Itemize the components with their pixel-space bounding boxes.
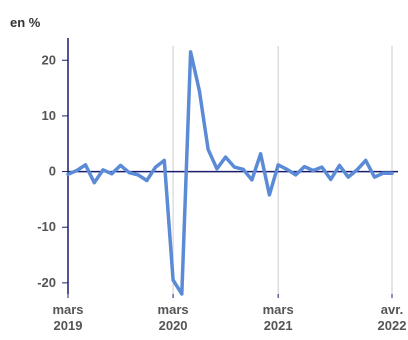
- data-point: [66, 172, 70, 176]
- x-tick-label: 2020: [159, 318, 188, 333]
- data-point: [276, 163, 280, 167]
- data-point: [197, 89, 201, 93]
- data-point: [145, 179, 149, 182]
- y-tick-labels: 20 10 0 -10 -20: [37, 52, 56, 290]
- axes: [62, 38, 398, 298]
- x-tick-label: 2022: [378, 318, 407, 333]
- data-point: [101, 168, 105, 172]
- data-point: [171, 278, 175, 282]
- data-point: [92, 181, 96, 185]
- x-tick-label: mars: [263, 302, 294, 317]
- x-tick-label: mars: [52, 302, 83, 317]
- series-group: [66, 50, 394, 296]
- data-point: [320, 165, 324, 169]
- data-point: [75, 169, 79, 172]
- data-point: [154, 165, 158, 169]
- x-tick-label: 2021: [264, 318, 293, 333]
- x-tick-label: 2019: [54, 318, 83, 333]
- data-point: [381, 171, 385, 175]
- y-tick-label: 10: [42, 108, 56, 123]
- unit-label: en %: [10, 15, 41, 30]
- data-point: [311, 169, 315, 172]
- data-point: [267, 193, 271, 197]
- data-point: [250, 178, 254, 182]
- data-point: [110, 172, 114, 176]
- data-point: [373, 175, 376, 179]
- data-point: [364, 158, 368, 162]
- data-point: [390, 171, 394, 175]
- y-tick-label: 0: [49, 164, 56, 179]
- data-point: [285, 167, 289, 171]
- data-point: [259, 152, 263, 156]
- data-point: [206, 147, 210, 151]
- data-point: [329, 177, 333, 181]
- data-point: [189, 50, 193, 54]
- y-tick-label: 20: [42, 52, 56, 67]
- data-point: [346, 175, 350, 179]
- y-tick-label: -10: [37, 219, 56, 234]
- data-point: [162, 158, 166, 162]
- data-point: [180, 292, 184, 296]
- x-tick-label: avr.: [381, 302, 403, 317]
- data-point: [294, 173, 298, 177]
- series-line: [66, 50, 394, 296]
- data-point: [119, 163, 122, 167]
- data-point: [338, 163, 341, 167]
- x-tick-label: mars: [158, 302, 189, 317]
- data-point: [241, 167, 245, 171]
- data-point: [302, 165, 306, 169]
- data-point: [355, 168, 359, 172]
- data-point: [84, 163, 87, 167]
- data-point: [232, 165, 236, 169]
- data-point: [215, 167, 219, 171]
- data-point: [136, 173, 140, 177]
- data-point: [127, 171, 131, 175]
- y-tick-label: -20: [37, 275, 56, 290]
- data-point: [224, 155, 228, 159]
